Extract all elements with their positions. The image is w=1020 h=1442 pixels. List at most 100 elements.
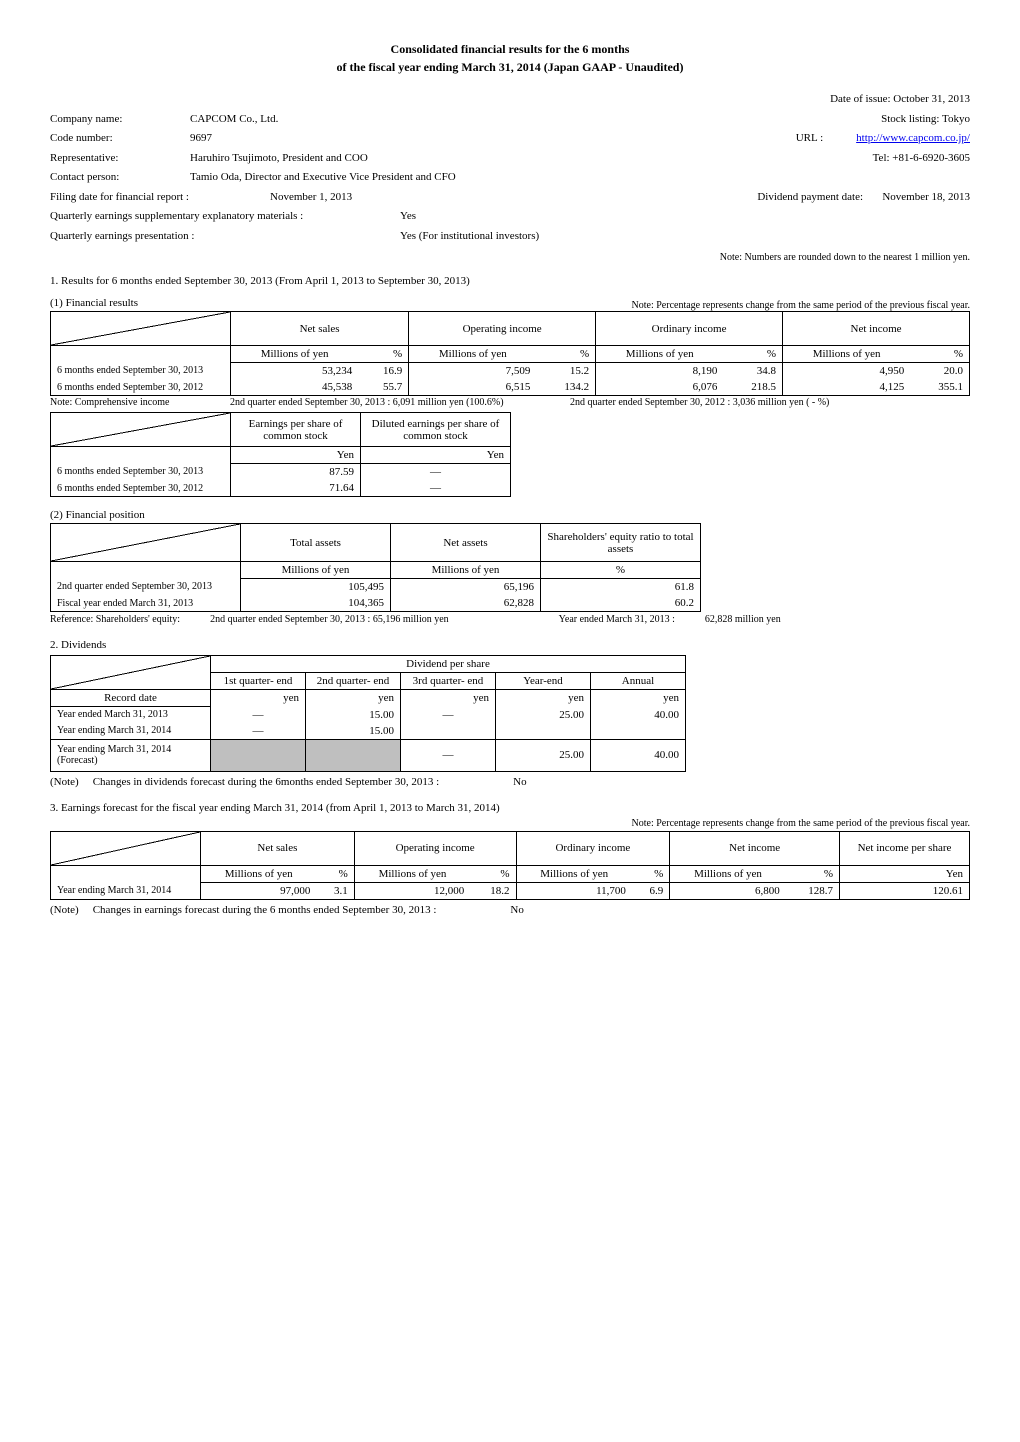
t3-cell: 105,495 [241, 579, 391, 596]
t4-col: 1st quarter- end [211, 673, 306, 690]
t2-header: Earnings per share of common stock [231, 413, 361, 447]
t5-unit: Millions of yen [516, 865, 632, 882]
t4-row-header: Record date [51, 690, 211, 707]
title-line-1: Consolidated financial results for the 6… [50, 40, 970, 58]
t4-top-header: Dividend per share [211, 656, 686, 673]
t2-cell: — [361, 464, 511, 481]
section-3-note: Note: Percentage represents change from … [50, 818, 970, 829]
t1-unit-pct: % [536, 346, 595, 363]
t5-unit: Millions of yen [354, 865, 470, 882]
t1-cell: 45,538 [231, 379, 359, 396]
t3-cell: 65,196 [391, 579, 541, 596]
t4-col: Year-end [496, 673, 591, 690]
t4-note-label: (Note) [50, 776, 79, 788]
t3-row-label: Fiscal year ended March 31, 2013 [51, 595, 241, 612]
t2-header: Diluted earnings per share of common sto… [361, 413, 511, 447]
section-3-heading: 3. Earnings forecast for the fiscal year… [50, 802, 970, 814]
t4-cell: — [401, 739, 496, 771]
ref-equity-label: Reference: Shareholders' equity: [50, 614, 180, 625]
t1-unit: Millions of yen [409, 346, 537, 363]
t5-header: Net sales [201, 831, 355, 865]
t1-cell: 4,950 [783, 363, 911, 380]
filing-label: Filing date for financial report : [50, 189, 270, 206]
t2-unit: Yen [231, 447, 361, 464]
t1-unit: Millions of yen [783, 346, 911, 363]
ref-equity-mid: 2nd quarter ended September 30, 2013 : 6… [210, 614, 449, 625]
t1-cell: 15.2 [536, 363, 595, 380]
t4-cell: — [211, 723, 306, 740]
company-name-label: Company name: [50, 111, 190, 128]
dividend-date: November 18, 2013 [882, 191, 970, 203]
t4-cell-shaded [211, 739, 306, 771]
comp-income-left: Note: Comprehensive income [50, 397, 230, 408]
t5-cell: 12,000 [354, 882, 470, 899]
t1-header: Net income [783, 312, 970, 346]
t5-header: Net income [670, 831, 840, 865]
title: Consolidated financial results for the 6… [50, 40, 970, 76]
t1-unit-pct: % [723, 346, 782, 363]
supp-val: Yes [400, 208, 416, 225]
t4-cell [401, 723, 496, 740]
t3-header: Shareholders' equity ratio to total asse… [541, 524, 701, 562]
t4-cell: 15.00 [306, 707, 401, 723]
t1-row-label: 6 months ended September 30, 2013 [51, 363, 231, 380]
t1-header: Ordinary income [596, 312, 783, 346]
rounding-note: Note: Numbers are rounded down to the ne… [50, 252, 970, 263]
t5-unit: Millions of yen [670, 865, 786, 882]
t3-cell: 104,365 [241, 595, 391, 612]
t5-note-val: No [510, 904, 523, 916]
t1-cell: 8,190 [596, 363, 724, 380]
section-1-1-note: Note: Percentage represents change from … [632, 300, 970, 311]
t4-cell [591, 723, 686, 740]
t3-cell: 62,828 [391, 595, 541, 612]
t4-cell: 40.00 [591, 739, 686, 771]
contact-label: Contact person: [50, 169, 190, 186]
t2-unit: Yen [361, 447, 511, 464]
t4-cell [496, 723, 591, 740]
t4-note-val: No [513, 776, 526, 788]
t5-cell: 11,700 [516, 882, 632, 899]
t4-unit: yen [306, 690, 401, 707]
t1-header: Operating income [409, 312, 596, 346]
t5-cell: 97,000 [201, 882, 317, 899]
comp-income-mid: 2nd quarter ended September 30, 2013 : 6… [230, 397, 570, 408]
t5-row-label: Year ending March 31, 2014 [51, 882, 201, 899]
t3-cell: 61.8 [541, 579, 701, 596]
t4-row-label: Year ending March 31, 2014 [51, 723, 211, 740]
t2-cell: 71.64 [231, 480, 361, 497]
t4-cell: 15.00 [306, 723, 401, 740]
t1-header: Net sales [231, 312, 409, 346]
t1-cell: 4,125 [783, 379, 911, 396]
t4-cell: 40.00 [591, 707, 686, 723]
t1-cell: 6,076 [596, 379, 724, 396]
t1-cell: 34.8 [723, 363, 782, 380]
filing-date: November 1, 2013 [270, 189, 352, 206]
t1-unit-pct: % [358, 346, 408, 363]
t1-unit-pct: % [910, 346, 969, 363]
t5-note-label: (Note) [50, 904, 79, 916]
pres-val: Yes (For institutional investors) [400, 228, 539, 245]
stock-listing: Stock listing: Tokyo [881, 111, 970, 128]
t4-cell: — [401, 707, 496, 723]
t2-row-label: 6 months ended September 30, 2012 [51, 480, 231, 497]
t4-cell: — [211, 707, 306, 723]
t1-cell: 7,509 [409, 363, 537, 380]
t4-row-label: Year ended March 31, 2013 [51, 707, 211, 723]
t3-header: Net assets [391, 524, 541, 562]
t4-cell: 25.00 [496, 707, 591, 723]
url-link[interactable]: http://www.capcom.co.jp/ [856, 132, 970, 144]
section-1-2-heading: (2) Financial position [50, 509, 970, 521]
t4-row-label: Year ending March 31, 2014 (Forecast) [51, 739, 211, 771]
title-line-2: of the fiscal year ending March 31, 2014… [50, 58, 970, 76]
code-number: 9697 [190, 130, 212, 147]
t3-cell: 60.2 [541, 595, 701, 612]
representative-label: Representative: [50, 150, 190, 167]
t5-unit-pct: % [316, 865, 354, 882]
ref-equity-right-val: 62,828 million yen [705, 614, 781, 625]
financial-results-table: Net sales Operating income Ordinary inco… [50, 311, 970, 396]
t5-cell: 120.61 [840, 882, 970, 899]
eps-table: Earnings per share of common stock Dilut… [50, 412, 511, 497]
issue-date: Date of issue: October 31, 2013 [830, 91, 970, 108]
t1-cell: 6,515 [409, 379, 537, 396]
t3-unit: Millions of yen [241, 562, 391, 579]
